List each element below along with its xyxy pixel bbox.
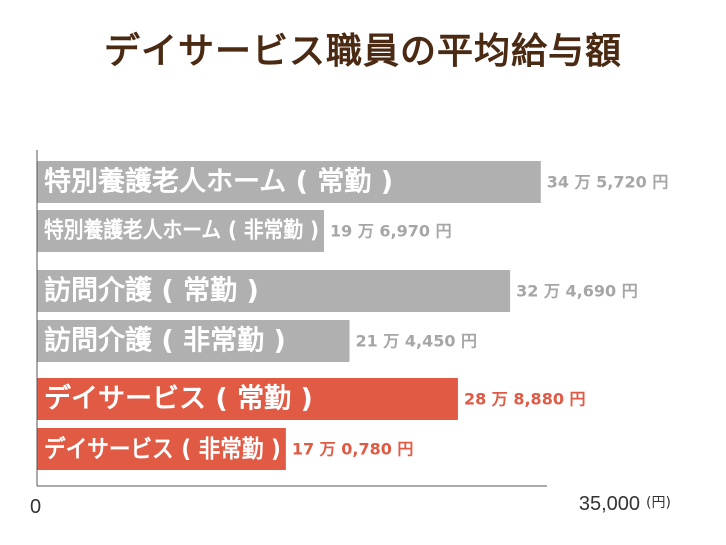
- bar-label-0: 特別養護老人ホーム ( 常勤 ): [44, 166, 393, 198]
- bar-4: [37, 378, 458, 420]
- bar-label-5: デイサービス ( 非常勤 ): [44, 435, 281, 463]
- x-tick-label-0: 0: [30, 496, 41, 518]
- chart-title: デイサービス職員の平均給与額: [103, 31, 622, 72]
- value-label-5: 17 万 0,780 円: [292, 440, 414, 459]
- value-label-2: 32 万 4,690 円: [516, 282, 638, 301]
- bar-5: [37, 428, 286, 470]
- value-label-3: 21 万 4,450 円: [355, 332, 477, 351]
- value-label-0: 34 万 5,720 円: [547, 173, 669, 192]
- bar-2: [37, 270, 511, 312]
- bar-3: [37, 320, 350, 362]
- x-unit-label: (円): [646, 495, 671, 511]
- bar-label-2: 訪問介護 ( 常勤 ): [44, 275, 259, 307]
- value-label-1: 19 万 6,970 円: [330, 222, 452, 241]
- bar-0: [37, 161, 541, 203]
- value-label-4: 28 万 8,880 円: [464, 390, 586, 409]
- bar-label-1: 特別養護老人ホーム ( 非常勤 ): [44, 218, 319, 244]
- bar-label-4: デイサービス ( 常勤 ): [44, 383, 313, 415]
- x-tick-label-1: 35,000: [579, 493, 640, 515]
- bar-label-3: 訪問介護 ( 非常勤 ): [44, 325, 286, 357]
- bar-1: [37, 210, 325, 252]
